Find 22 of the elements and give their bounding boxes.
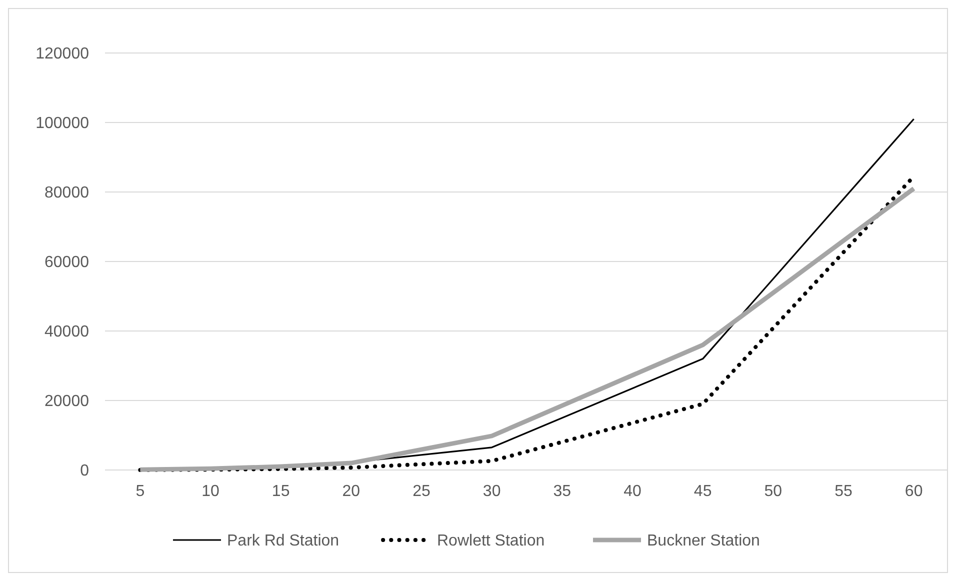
y-tick-label: 0 [80,462,90,480]
y-tick-label: 100000 [36,115,90,132]
x-tick-label: 10 [202,483,220,500]
x-tick-label: 60 [904,483,923,500]
x-tick-label: 30 [482,483,501,500]
x-tick-label: 25 [412,483,430,500]
x-tick-label: 5 [136,483,145,500]
y-tick-label: 40000 [44,324,90,341]
x-tick-label: 20 [342,483,360,500]
y-tick-label: 80000 [44,184,90,202]
legend-label: Rowlett Station [437,532,545,550]
y-tick-label: 20000 [44,393,90,410]
y-tick-label: 120000 [36,46,90,63]
y-tick-label: 60000 [44,254,90,272]
x-tick-label: 15 [272,483,290,500]
x-tick-label: 55 [834,483,852,500]
x-tick-label: 50 [764,483,782,500]
legend-label: Buckner Station [647,532,760,550]
legend-label: Park Rd Station [227,532,340,550]
x-tick-label: 45 [694,483,712,500]
x-tick-label: 35 [553,483,572,500]
x-tick-label: 40 [624,483,642,500]
